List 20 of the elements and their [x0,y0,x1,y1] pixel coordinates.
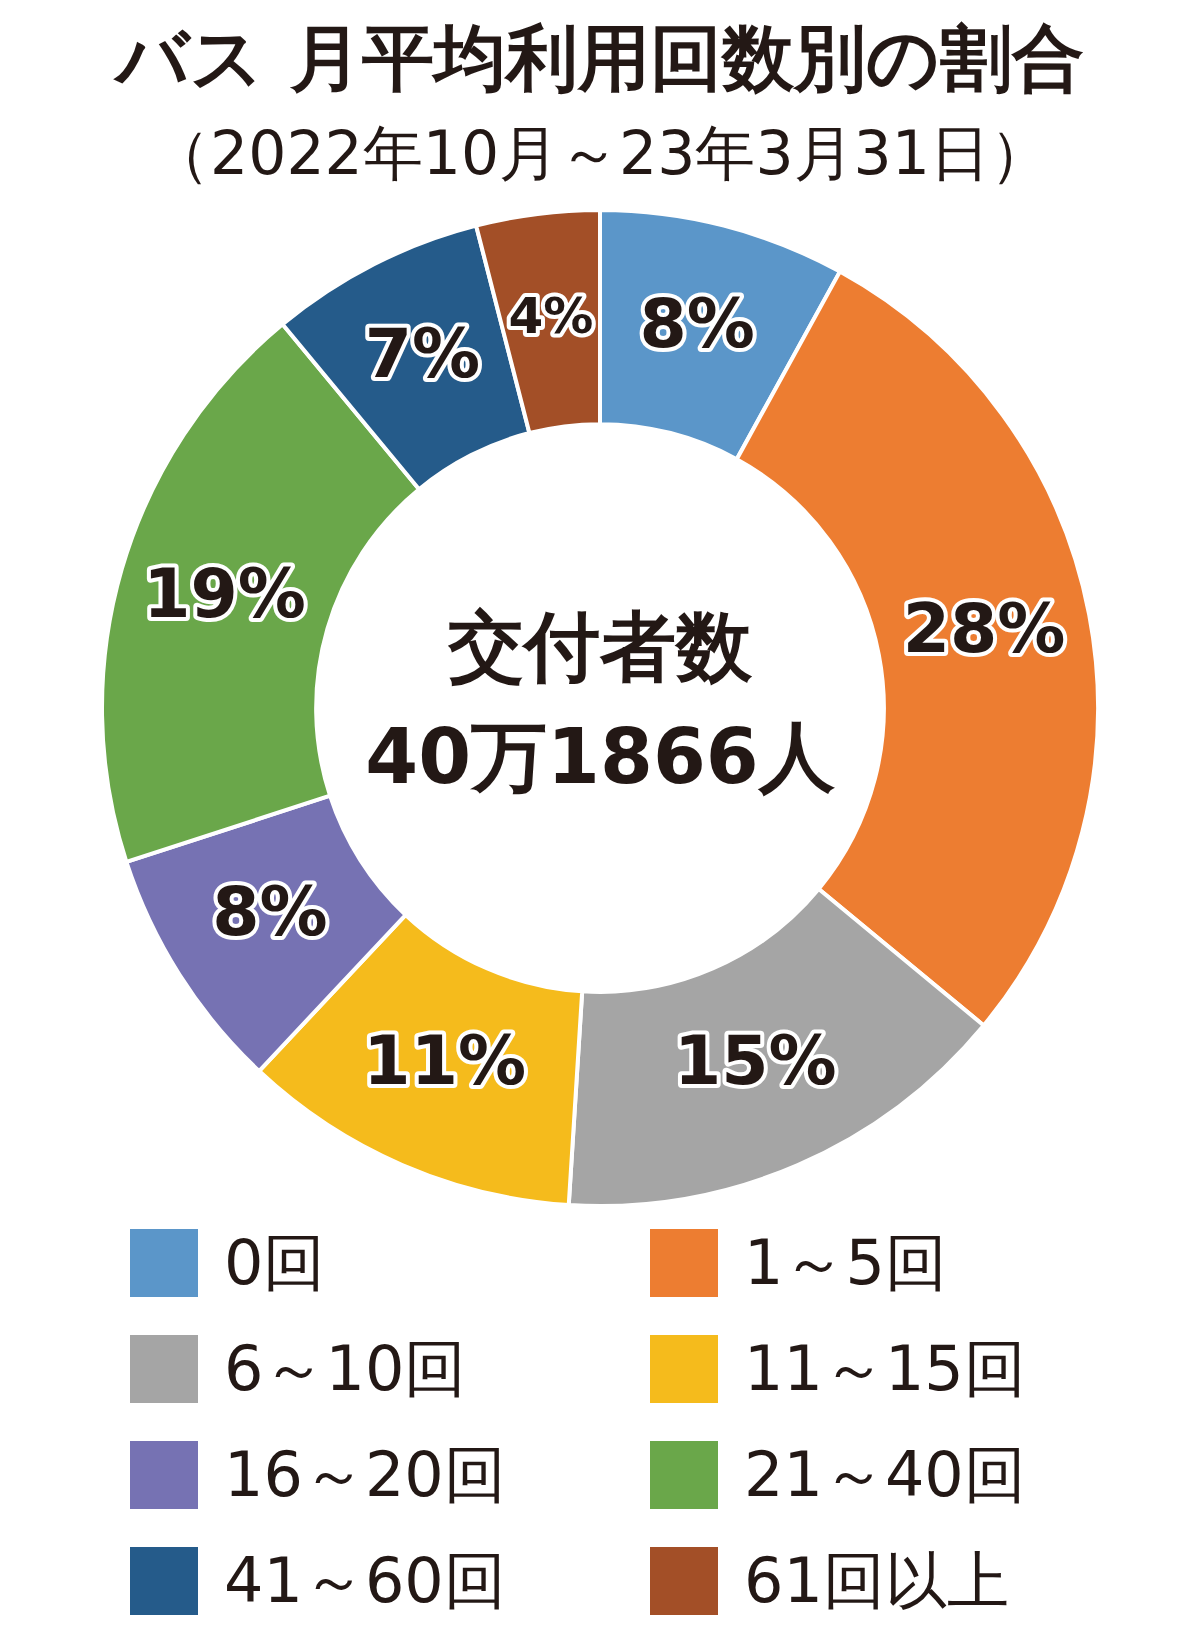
legend-label: 0回 [224,1226,326,1299]
data-label: 19% [143,553,306,633]
legend-label: 16～20回 [224,1438,506,1511]
data-label: 4% [508,287,594,346]
legend-label: 61回以上 [744,1544,1009,1617]
legend-label: 41～60回 [224,1544,506,1617]
legend-label: 1～5回 [744,1226,947,1299]
data-label: 8% [639,284,755,364]
data-label: 11% [363,1021,527,1101]
legend-label: 6～10回 [224,1332,467,1405]
text: 交付者数 [447,601,753,691]
data-label: 15% [673,1021,837,1101]
data-label: 7% [364,314,481,394]
data-label: 8% [212,872,328,952]
chart-subtitle: （2022年10月～23年3月31日） [149,117,1051,190]
text: 40万1866人 [365,711,835,801]
data-label: 28% [902,589,1066,669]
chart-title: バス 月平均利用回数別の割合 [112,15,1085,102]
legend-label: 11～15回 [744,1332,1026,1405]
legend-label: 21～40回 [744,1438,1026,1511]
